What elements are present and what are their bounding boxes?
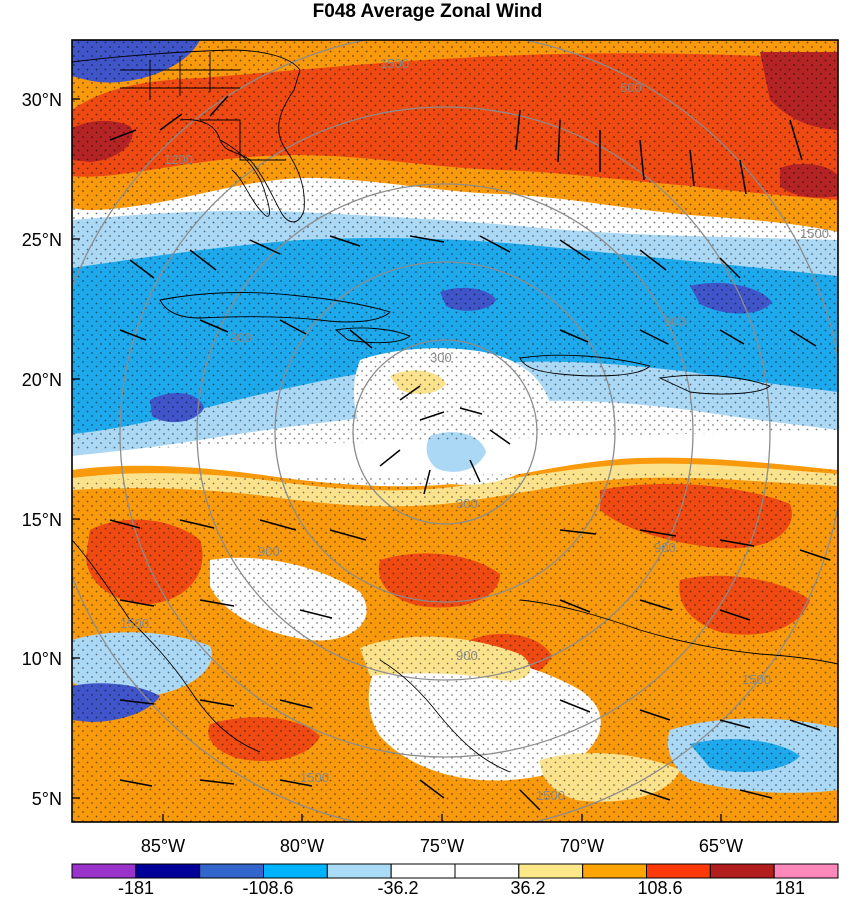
contour-label: 900 <box>456 648 478 663</box>
colorbar-swatch <box>518 863 584 879</box>
colorbar-swatch <box>263 863 328 879</box>
colorbar-swatch <box>390 863 456 879</box>
colorbar-label: -36.2 <box>377 878 418 898</box>
contour-label: 900 <box>664 314 686 329</box>
contour-label: 300 <box>430 350 452 365</box>
lat-label: 15°N <box>22 510 62 530</box>
contour-label: 1500 <box>536 788 565 803</box>
colorbar-swatch <box>646 863 711 879</box>
lon-label: 65°W <box>699 836 743 856</box>
colorbar-label: -181 <box>118 878 154 898</box>
contour-label: 1500 <box>742 672 771 687</box>
colorbar <box>71 863 839 879</box>
map-frame <box>71 39 839 823</box>
colorbar-swatch <box>773 863 839 879</box>
colorbar-swatch <box>709 863 775 879</box>
colorbar-label: 108.6 <box>637 878 682 898</box>
colorbar-labels: -181 -108.6 -36.2 36.2 108.6 181 <box>118 878 805 898</box>
contour-label: 1500 <box>120 616 149 631</box>
stipple-north <box>72 40 838 230</box>
contour-label: 600 <box>620 80 642 95</box>
map-title: F048 Average Zonal Wind <box>312 1 543 22</box>
contour-label: 1500 <box>380 56 409 71</box>
latitude-ticks <box>72 98 722 822</box>
colorbar-label: -108.6 <box>242 878 293 898</box>
lat-label: 30°N <box>22 90 62 110</box>
contour-label: 300 <box>456 496 478 511</box>
wind-barbs <box>109 95 831 811</box>
longitude-labels: 85°W 80°W 75°W 70°W 65°W <box>141 836 743 856</box>
contour-label: 900 <box>258 544 280 559</box>
lon-label: 75°W <box>420 836 464 856</box>
lon-label: 80°W <box>280 836 324 856</box>
contour-label: 1500 <box>800 226 829 241</box>
contour-label: 1200 <box>164 152 193 167</box>
lat-label: 10°N <box>22 649 62 669</box>
lat-label: 5°N <box>32 789 62 809</box>
colorbar-swatch <box>71 863 137 879</box>
contour-label: 900 <box>230 330 252 345</box>
range-rings <box>72 40 838 822</box>
colorbar-swatch <box>326 863 392 879</box>
lon-label: 85°W <box>141 836 185 856</box>
contour-label: 900 <box>654 540 676 555</box>
stipple-south <box>72 470 838 822</box>
colorbar-swatch <box>582 863 647 879</box>
lat-label: 25°N <box>22 230 62 250</box>
lon-label: 70°W <box>560 836 604 856</box>
colorbar-label: 36.2 <box>510 878 545 898</box>
map-panel <box>72 40 838 822</box>
colorbar-swatch <box>199 863 264 879</box>
colorbar-swatch <box>454 863 520 879</box>
colorbar-swatch <box>135 863 201 879</box>
contour-labels: 1500 1500 1500 1500 1500 1500 900 900 90… <box>120 56 829 803</box>
colorbar-label: 181 <box>775 878 805 898</box>
lat-label: 20°N <box>22 370 62 390</box>
latitude-labels: 30°N 25°N 20°N 15°N 10°N 5°N <box>22 90 62 809</box>
coastlines <box>72 49 838 773</box>
contour-label: 1500 <box>300 770 329 785</box>
